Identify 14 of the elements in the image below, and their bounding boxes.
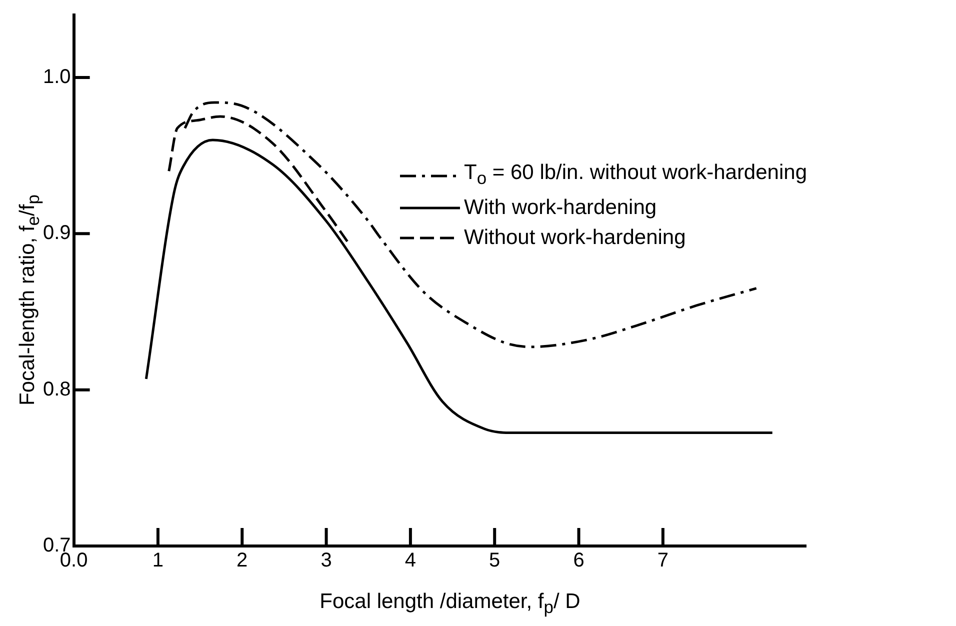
- x-tick-label: 4: [404, 550, 416, 572]
- y-tick-label: 0.9: [42, 222, 71, 244]
- y-tick-label: 1.0: [42, 66, 71, 88]
- x-axis-title: Focal length /diameter, f$_{p}$/ D: [318, 590, 582, 618]
- x-tick-label: 6: [573, 550, 584, 572]
- x-tick-label: 2: [236, 550, 248, 572]
- x-tick-label: 3: [320, 550, 332, 572]
- legend-label: With work-hardening: [464, 195, 657, 222]
- y-tick-label: 0.8: [42, 378, 71, 400]
- x-tick-label: 7: [657, 550, 668, 572]
- legend-label: T$_{o}$ = 60 lb/in. without work-hardening: [464, 160, 807, 190]
- x-tick-label: 1: [152, 550, 164, 572]
- x-tick-label: 5: [489, 550, 500, 572]
- legend-label: Without work-hardening: [464, 225, 686, 252]
